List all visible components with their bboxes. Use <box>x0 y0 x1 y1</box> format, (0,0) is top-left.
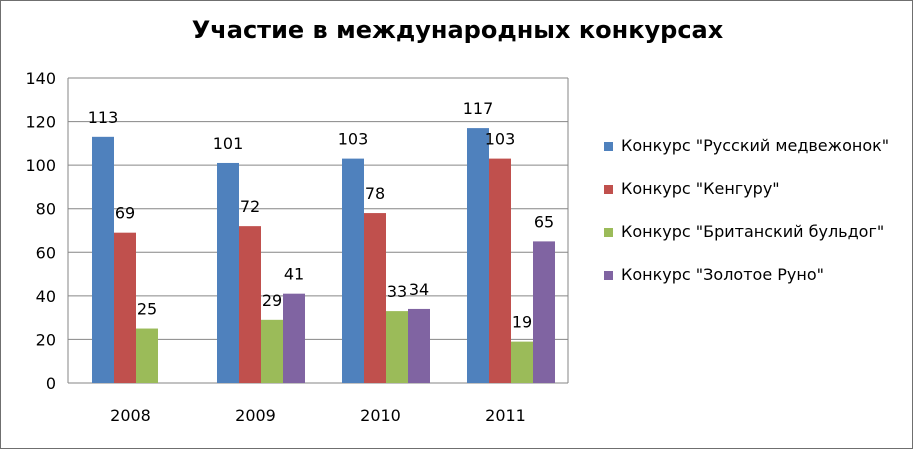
data-label: 25 <box>137 300 157 319</box>
data-label: 65 <box>534 212 554 231</box>
data-label: 103 <box>485 130 516 149</box>
chart-legend: Конкурс "Русский медвежонок" Конкурс "Кен… <box>604 134 904 286</box>
x-tick-label: 2008 <box>110 406 151 425</box>
legend-swatch <box>604 228 613 237</box>
x-tick-label: 2010 <box>360 406 401 425</box>
bar <box>342 158 364 383</box>
data-label: 33 <box>387 282 407 301</box>
data-label: 29 <box>262 291 282 310</box>
legend-swatch <box>604 142 613 151</box>
data-label: 19 <box>512 313 532 332</box>
legend-label: Конкурс "Британский бульдог" <box>621 222 885 241</box>
bar <box>386 311 408 383</box>
legend-swatch <box>604 185 613 194</box>
bar <box>92 136 114 383</box>
x-tick-label: 2011 <box>485 406 526 425</box>
y-tick-label: 140 <box>25 69 56 88</box>
data-label: 69 <box>115 204 135 223</box>
legend-item: Конкурс "Британский бульдог" <box>604 220 904 243</box>
y-tick-label: 80 <box>36 200 56 219</box>
data-label: 113 <box>88 108 119 127</box>
y-tick-label: 0 <box>46 374 56 393</box>
bar <box>467 128 489 383</box>
y-tick-label: 40 <box>36 287 56 306</box>
bar <box>261 319 283 383</box>
bar <box>136 328 158 383</box>
data-label: 41 <box>284 265 304 284</box>
bar <box>217 162 239 383</box>
data-label: 72 <box>240 197 260 216</box>
legend-swatch <box>604 271 613 280</box>
data-label: 103 <box>338 130 369 149</box>
legend-item: Конкурс "Кенгуру" <box>604 177 904 200</box>
data-label: 117 <box>463 99 494 118</box>
bar <box>239 226 261 383</box>
legend-label: Конкурс "Кенгуру" <box>621 179 780 198</box>
bar <box>511 341 533 383</box>
y-tick-label: 20 <box>36 330 56 349</box>
y-tick-label: 120 <box>25 113 56 132</box>
legend-item: Конкурс "Золотое Руно" <box>604 263 904 286</box>
bar <box>489 158 511 383</box>
data-label: 78 <box>365 184 385 203</box>
bar <box>533 241 555 383</box>
data-label: 34 <box>409 280 429 299</box>
bar <box>408 308 430 383</box>
y-tick-label: 100 <box>25 156 56 175</box>
data-label: 101 <box>213 134 244 153</box>
legend-label: Конкурс "Русский медвежонок" <box>621 136 890 155</box>
y-tick-label: 60 <box>36 243 56 262</box>
x-tick-label: 2009 <box>235 406 276 425</box>
bar <box>283 293 305 383</box>
legend-item: Конкурс "Русский медвежонок" <box>604 134 904 157</box>
chart-title: Участие в международных конкурсах <box>191 16 724 44</box>
legend-label: Конкурс "Золотое Руно" <box>621 265 824 284</box>
bar <box>364 213 386 383</box>
bar <box>114 232 136 383</box>
